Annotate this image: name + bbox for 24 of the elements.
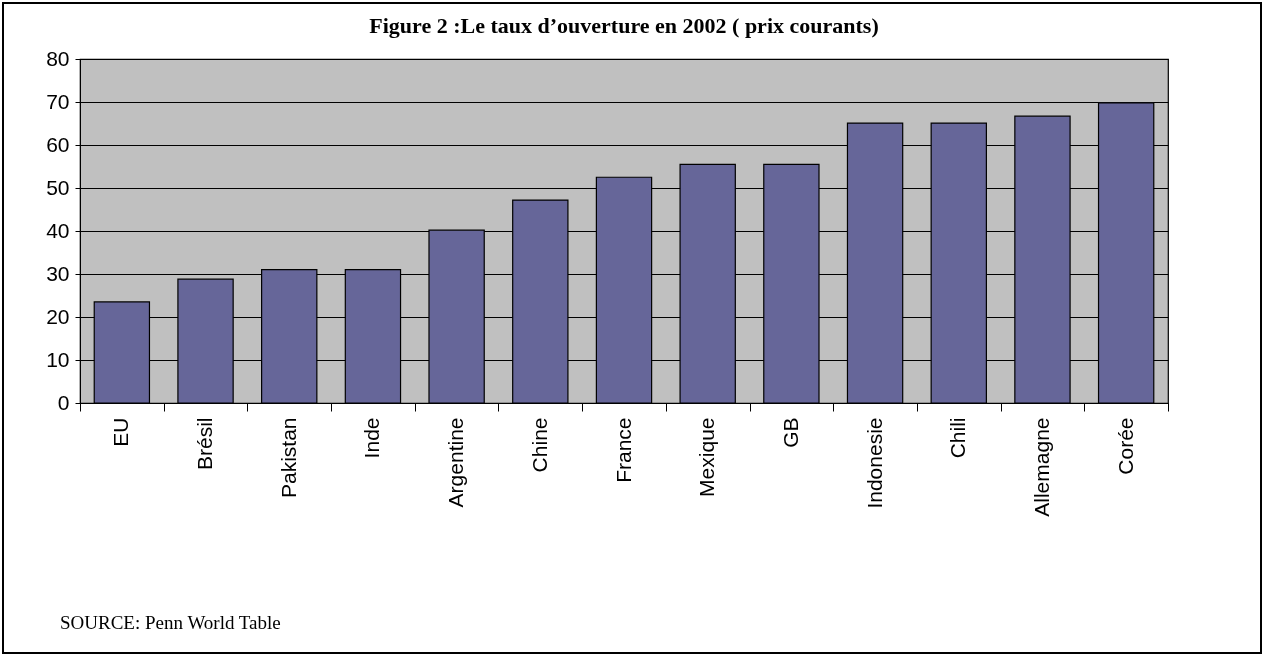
y-tick-label: 30 xyxy=(46,261,70,285)
x-tick-label: Allemagne xyxy=(1029,417,1053,517)
source-note: SOURCE: Penn World Table xyxy=(60,612,281,634)
x-tick-label: GB xyxy=(778,417,802,448)
y-tick-label: 0 xyxy=(57,390,70,414)
x-tick-label: Mexique xyxy=(695,417,719,497)
x-tick-label: Indonesie xyxy=(862,417,886,509)
chart-title: Figure 2 :Le taux d’ouverture en 2002 ( prix courants) xyxy=(369,13,879,38)
x-tick-label: Pakistan xyxy=(276,417,300,499)
x-tick-label: Brésil xyxy=(193,417,217,471)
x-tick-label: Chine xyxy=(527,417,551,473)
x-tick-label: Argentine xyxy=(444,417,468,508)
x-tick-label: Inde xyxy=(360,417,384,459)
x-tick-label: EU xyxy=(109,417,133,447)
y-tick-label: 10 xyxy=(46,347,70,371)
y-tick-label: 50 xyxy=(46,175,70,199)
x-tick-label: Corée xyxy=(1113,417,1137,475)
y-tick-label: 60 xyxy=(46,132,70,156)
x-tick-label: France xyxy=(611,417,635,483)
y-tick-label: 80 xyxy=(46,46,70,70)
x-tick-label: Chili xyxy=(946,417,970,459)
y-tick-label: 40 xyxy=(46,218,70,242)
y-tick-label: 70 xyxy=(46,89,70,113)
y-tick-label: 20 xyxy=(46,304,70,328)
